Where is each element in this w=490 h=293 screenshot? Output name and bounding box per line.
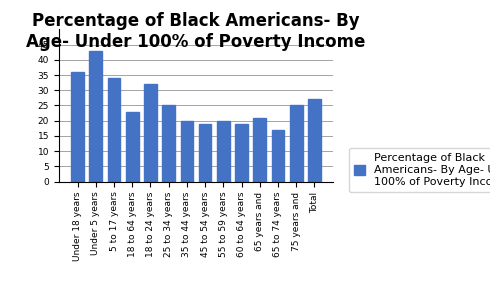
Bar bbox=[108, 78, 121, 182]
Bar bbox=[308, 99, 321, 182]
Legend: Percentage of Black
Americans- By Age- Under
100% of Poverty Income: Percentage of Black Americans- By Age- U… bbox=[348, 148, 490, 192]
Bar bbox=[199, 124, 212, 182]
Bar bbox=[180, 121, 193, 182]
Bar bbox=[144, 84, 157, 182]
Bar bbox=[162, 105, 175, 182]
Bar bbox=[126, 112, 139, 182]
Bar bbox=[271, 130, 284, 182]
Text: Percentage of Black Americans- By
Age- Under 100% of Poverty Income: Percentage of Black Americans- By Age- U… bbox=[26, 12, 366, 50]
Bar bbox=[90, 51, 102, 182]
Bar bbox=[71, 72, 84, 182]
Bar bbox=[235, 124, 248, 182]
Bar bbox=[253, 118, 266, 182]
Bar bbox=[217, 121, 230, 182]
Bar bbox=[290, 105, 302, 182]
